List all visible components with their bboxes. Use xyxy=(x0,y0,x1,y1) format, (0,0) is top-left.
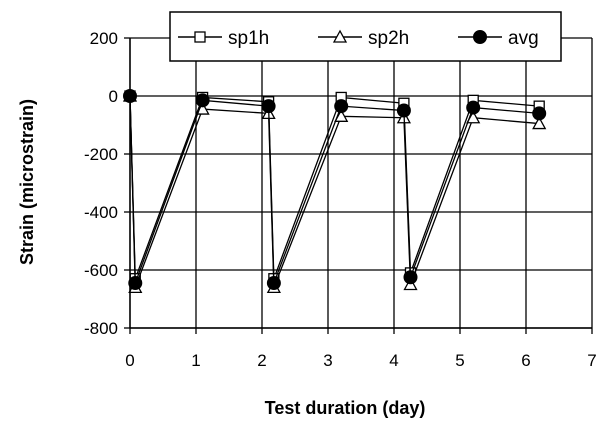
y-tick-label: -800 xyxy=(84,319,118,338)
chart-axes xyxy=(124,38,592,334)
x-tick-label: 7 xyxy=(587,351,596,370)
data-point-avg xyxy=(267,277,280,290)
legend: sp1h sp2h avg xyxy=(170,12,561,61)
data-point-avg xyxy=(262,100,275,113)
x-tick-label: 0 xyxy=(125,351,134,370)
chart-tick-labels: -800 -600 -400 -200 0 200 0 1 2 3 4 5 6 7 xyxy=(84,29,597,370)
x-tick-label: 3 xyxy=(323,351,332,370)
legend-marker-sp1h xyxy=(195,32,205,42)
data-point-avg xyxy=(196,94,209,107)
series-avg xyxy=(124,90,546,290)
data-point-avg xyxy=(335,100,348,113)
chart-grid xyxy=(130,38,592,328)
y-axis-title: Strain (microstrain) xyxy=(17,99,37,265)
data-point-avg xyxy=(404,271,417,284)
y-tick-label: 0 xyxy=(109,87,118,106)
series-sp1h xyxy=(125,91,544,284)
y-tick-label: -400 xyxy=(84,203,118,222)
data-point-avg xyxy=(533,107,546,120)
data-point-avg xyxy=(467,101,480,114)
y-tick-label: 200 xyxy=(90,29,118,48)
x-tick-label: 6 xyxy=(521,351,530,370)
chart-series xyxy=(124,90,546,293)
legend-label-sp1h: sp1h xyxy=(228,28,269,49)
x-tick-label: 1 xyxy=(191,351,200,370)
legend-label-avg: avg xyxy=(508,28,539,49)
legend-marker-avg xyxy=(474,31,487,44)
x-tick-label: 5 xyxy=(455,351,464,370)
series-line-avg xyxy=(130,96,539,283)
y-tick-label: -600 xyxy=(84,261,118,280)
legend-label-sp2h: sp2h xyxy=(368,28,409,49)
series-sp2h xyxy=(124,90,545,292)
x-tick-label: 2 xyxy=(257,351,266,370)
x-axis-title: Test duration (day) xyxy=(265,398,426,418)
y-tick-label: -200 xyxy=(84,145,118,164)
x-tick-label: 4 xyxy=(389,351,398,370)
data-point-avg xyxy=(397,104,410,117)
